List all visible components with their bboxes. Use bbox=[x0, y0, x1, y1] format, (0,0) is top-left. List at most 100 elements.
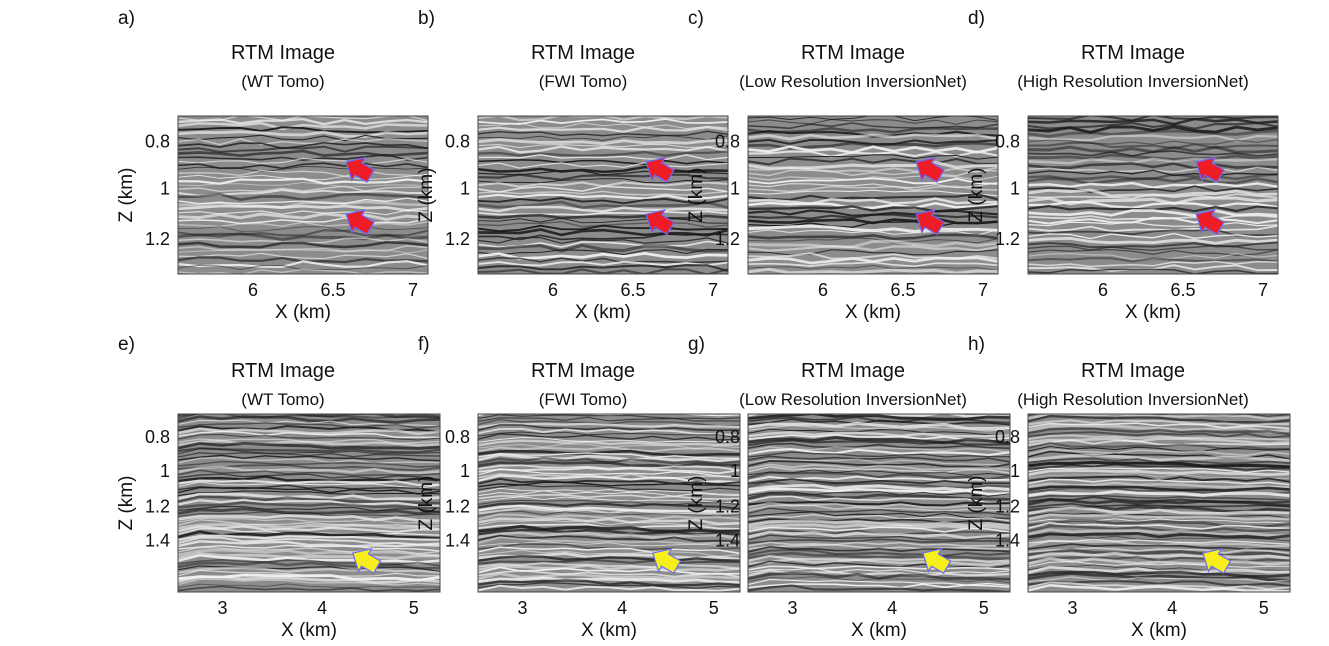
seismic-image bbox=[748, 116, 998, 274]
panel-title: RTM Image bbox=[1080, 42, 1186, 64]
panel-title: RTM Image bbox=[230, 42, 336, 64]
y-tick-label: 1.4 bbox=[715, 530, 740, 550]
x-tick-label: 6 bbox=[818, 280, 828, 300]
panel-e: e) RTM Image (WT Tomo) 0.8 1 1.2 1.4 3 4 5 X (km) Z… bbox=[116, 332, 448, 646]
panel-title: RTM Image bbox=[530, 360, 636, 382]
red-arrow-icon bbox=[915, 156, 945, 183]
y-tick-label: 1.2 bbox=[445, 497, 470, 517]
x-tick-label: 5 bbox=[409, 598, 419, 618]
figure: a) RTM Image (WT Tomo) 0.8 1 1.2 6 6.5 7 X (km) Z … bbox=[116, 6, 1298, 641]
y-tick-label: 0.8 bbox=[145, 427, 170, 447]
panel-subtitle: (Low Resolution InversionNet) bbox=[739, 72, 967, 91]
red-arrow-icon bbox=[645, 156, 675, 183]
x-tick-label: 7 bbox=[408, 280, 418, 300]
y-axis-label: Z (km) bbox=[686, 476, 707, 531]
panel-b: b) RTM Image (FWI Tomo) 0.8 1 1.2 6 6.5 7 X (km) Z… bbox=[416, 6, 748, 323]
y-axis-label: Z (km) bbox=[116, 168, 137, 223]
y-axis-label: Z (km) bbox=[686, 168, 707, 223]
x-tick-label: 6 bbox=[548, 280, 558, 300]
x-tick-label: 7 bbox=[1258, 280, 1268, 300]
panel-subtitle: (Low Resolution InversionNet) bbox=[739, 390, 967, 409]
red-arrow-icon bbox=[645, 209, 675, 236]
y-axis-label: Z (km) bbox=[416, 168, 437, 223]
seismic-plot: 0.8 1 1.2 1.4 3 4 5 X (km) Z (km) bbox=[966, 413, 1291, 641]
y-tick-label: 1.2 bbox=[145, 497, 170, 517]
y-tick-label: 1.4 bbox=[995, 530, 1020, 550]
panel-letter: a) bbox=[118, 8, 135, 29]
x-tick-label: 4 bbox=[1167, 598, 1177, 618]
red-arrow-icon bbox=[915, 209, 945, 236]
y-axis-label: Z (km) bbox=[116, 476, 137, 531]
red-arrow-icon bbox=[345, 209, 375, 236]
y-tick-label: 1.2 bbox=[445, 229, 470, 249]
y-tick-label: 0.8 bbox=[715, 427, 740, 447]
x-axis-label: X (km) bbox=[275, 302, 331, 323]
panel-title: RTM Image bbox=[530, 42, 636, 64]
panel-a: a) RTM Image (WT Tomo) 0.8 1 1.2 6 6.5 7 X (km) Z … bbox=[116, 6, 448, 323]
seismic-plot: 0.8 1 1.2 1.4 3 4 5 X (km) Z (km) bbox=[416, 413, 741, 641]
x-tick-label: 6.5 bbox=[620, 280, 645, 300]
y-tick-label: 1.2 bbox=[995, 497, 1020, 517]
seismic-plot: 0.8 1 1.2 6 6.5 7 X (km) Z (km) bbox=[966, 115, 1279, 323]
x-axis-label: X (km) bbox=[281, 620, 337, 641]
x-tick-label: 7 bbox=[978, 280, 988, 300]
x-axis-label: X (km) bbox=[851, 620, 907, 641]
x-tick-label: 4 bbox=[617, 598, 627, 618]
x-tick-label: 5 bbox=[1259, 598, 1269, 618]
panel-subtitle: (WT Tomo) bbox=[241, 390, 325, 409]
y-tick-label: 0.8 bbox=[445, 131, 470, 151]
x-tick-label: 3 bbox=[518, 598, 528, 618]
x-tick-label: 5 bbox=[979, 598, 989, 618]
y-tick-label: 1.2 bbox=[715, 497, 740, 517]
red-arrow-icon bbox=[345, 156, 375, 183]
x-axis-label: X (km) bbox=[581, 620, 637, 641]
panel-title: RTM Image bbox=[800, 42, 906, 64]
y-tick-label: 0.8 bbox=[715, 131, 740, 151]
y-tick-label: 0.8 bbox=[995, 131, 1020, 151]
x-tick-label: 4 bbox=[317, 598, 327, 618]
red-arrow-icon bbox=[1195, 209, 1225, 236]
panel-letter: f) bbox=[418, 334, 430, 355]
y-tick-label: 1 bbox=[460, 461, 470, 481]
panel-subtitle: (FWI Tomo) bbox=[538, 72, 628, 91]
y-tick-label: 1.4 bbox=[445, 530, 470, 550]
panel-subtitle: (WT Tomo) bbox=[241, 72, 325, 91]
seismic-plot: 0.8 1 1.2 6 6.5 7 X (km) Z (km) bbox=[686, 115, 999, 323]
panel-d: d) RTM Image (High Resolution InversionNet… bbox=[966, 6, 1298, 323]
x-axis-label: X (km) bbox=[1125, 302, 1181, 323]
y-tick-label: 1.4 bbox=[145, 530, 170, 550]
panel-letter: e) bbox=[118, 334, 135, 355]
seismic-image bbox=[748, 414, 1010, 592]
y-axis-label: Z (km) bbox=[966, 168, 987, 223]
y-tick-label: 1.2 bbox=[995, 229, 1020, 249]
panel-c: c) RTM Image (Low Resolution InversionNet)… bbox=[686, 6, 1018, 323]
red-arrow-icon bbox=[1195, 156, 1225, 183]
x-tick-label: 4 bbox=[887, 598, 897, 618]
panel-title: RTM Image bbox=[230, 360, 336, 382]
x-tick-label: 6.5 bbox=[320, 280, 345, 300]
x-tick-label: 6 bbox=[1098, 280, 1108, 300]
seismic-plot: 0.8 1 1.2 1.4 3 4 5 X (km) Z (km) bbox=[116, 413, 441, 641]
yellow-arrow-icon bbox=[352, 547, 382, 574]
seismic-image bbox=[178, 116, 428, 274]
panel-subtitle: (FWI Tomo) bbox=[538, 390, 628, 409]
y-tick-label: 1 bbox=[730, 179, 740, 199]
y-axis-label: Z (km) bbox=[416, 476, 437, 531]
panel-subtitle: (High Resolution InversionNet) bbox=[1017, 72, 1249, 91]
x-tick-label: 7 bbox=[708, 280, 718, 300]
panel-letter: g) bbox=[688, 334, 705, 355]
x-axis-label: X (km) bbox=[845, 302, 901, 323]
x-tick-label: 3 bbox=[1068, 598, 1078, 618]
panel-subtitle: (High Resolution InversionNet) bbox=[1017, 390, 1249, 409]
y-tick-label: 1.2 bbox=[145, 229, 170, 249]
y-tick-label: 1 bbox=[1010, 461, 1020, 481]
x-axis-label: X (km) bbox=[575, 302, 631, 323]
panel-letter: h) bbox=[968, 334, 985, 355]
y-tick-label: 0.8 bbox=[995, 427, 1020, 447]
seismic-image bbox=[478, 116, 728, 274]
y-tick-label: 1 bbox=[160, 461, 170, 481]
y-tick-label: 1 bbox=[730, 461, 740, 481]
panel-letter: d) bbox=[968, 8, 985, 29]
yellow-arrow-icon bbox=[652, 547, 682, 574]
y-tick-label: 0.8 bbox=[445, 427, 470, 447]
